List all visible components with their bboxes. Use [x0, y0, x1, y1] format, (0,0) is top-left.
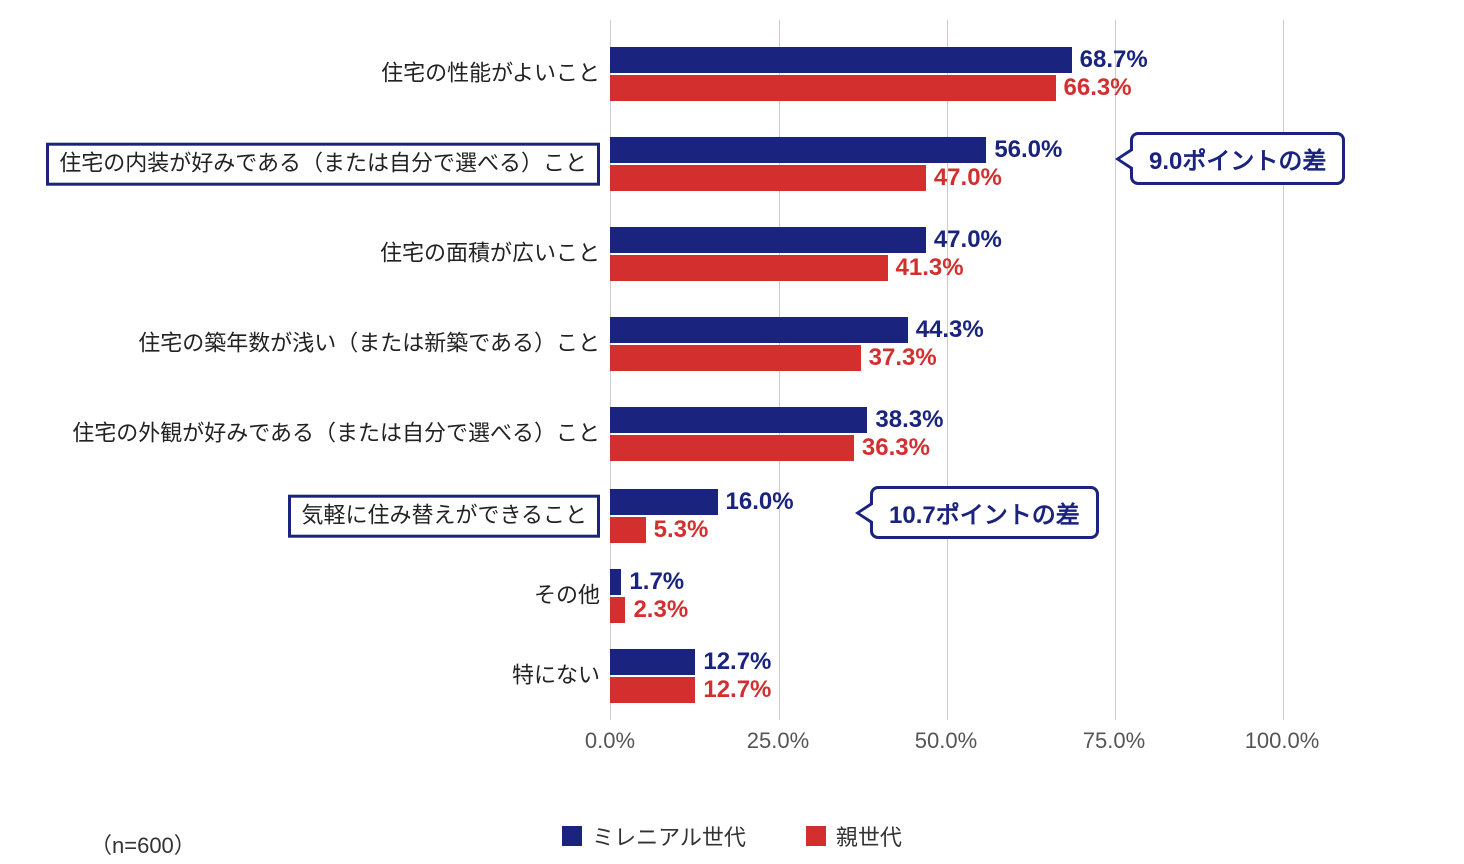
value-label-millennial: 68.7%	[1080, 46, 1148, 74]
value-label-millennial: 44.3%	[916, 316, 984, 344]
bar-parent	[610, 165, 926, 191]
legend: ミレニアル世代 親世代	[0, 820, 1464, 852]
value-label-parent: 41.3%	[896, 254, 964, 282]
chart-page: 0.0% 25.0% 50.0% 75.0% 100.0% 住宅の性能がよいこと 68.7%…	[0, 0, 1464, 864]
legend-item-millennial: ミレニアル世代	[562, 820, 746, 852]
x-tick-label: 100.0%	[1232, 728, 1332, 754]
category-label: 住宅の外観が好みである（または自分で選べる）こと	[72, 420, 600, 449]
value-label-millennial: 12.7%	[703, 648, 771, 676]
bar-parent	[610, 255, 888, 281]
bar-millennial	[610, 569, 621, 595]
bar-parent	[610, 435, 854, 461]
category-label: 特にない	[512, 662, 600, 691]
value-label-parent: 47.0%	[934, 164, 1002, 192]
category-row: 住宅の築年数が浅い（または新築である）こと 44.3%37.3%	[0, 300, 1464, 388]
difference-callout: 9.0ポイントの差	[1130, 132, 1345, 185]
value-label-millennial: 56.0%	[994, 136, 1062, 164]
bar-parent	[610, 597, 625, 623]
category-label-highlighted: 気軽に住み替えができること	[288, 495, 600, 538]
value-label-parent: 2.3%	[633, 596, 688, 624]
legend-item-parent: 親世代	[806, 820, 902, 852]
bar-parent	[610, 75, 1056, 101]
bar-millennial	[610, 649, 695, 675]
category-label: 住宅の築年数が浅い（または新築である）こと	[138, 330, 600, 359]
value-label-millennial: 47.0%	[934, 226, 1002, 254]
category-row: 住宅の性能がよいこと 68.7%66.3%	[0, 30, 1464, 118]
bar-parent	[610, 517, 646, 543]
difference-callout: 10.7ポイントの差	[870, 486, 1099, 539]
x-tick-label: 75.0%	[1064, 728, 1164, 754]
x-tick-label: 50.0%	[896, 728, 996, 754]
bar-millennial	[610, 227, 926, 253]
category-row: 住宅の面積が広いこと 47.0%41.3%	[0, 210, 1464, 298]
bar-parent	[610, 345, 861, 371]
legend-swatch-parent	[806, 826, 826, 846]
legend-label-parent: 親世代	[836, 820, 902, 852]
category-label: 住宅の性能がよいこと	[381, 60, 600, 89]
category-row: 住宅の外観が好みである（または自分で選べる）こと 38.3%36.3%	[0, 390, 1464, 478]
category-label-highlighted: 住宅の内装が好みである（または自分で選べる）こと	[46, 143, 600, 186]
x-tick-label: 25.0%	[728, 728, 828, 754]
bar-millennial	[610, 47, 1072, 73]
bar-millennial	[610, 317, 908, 343]
bar-millennial	[610, 489, 718, 515]
category-label: 住宅の面積が広いこと	[380, 240, 600, 269]
legend-label-millennial: ミレニアル世代	[592, 820, 746, 852]
bar-millennial	[610, 137, 986, 163]
category-row: その他 1.7%2.3%	[0, 560, 1464, 632]
value-label-parent: 36.3%	[862, 434, 930, 462]
category-row: 気軽に住み替えができること 16.0% 5.3%	[0, 480, 1464, 552]
category-label: その他	[534, 582, 600, 611]
x-tick-label: 0.0%	[560, 728, 660, 754]
legend-swatch-millennial	[562, 826, 582, 846]
category-row: 特にない 12.7%12.7%	[0, 640, 1464, 712]
value-label-millennial: 1.7%	[629, 568, 684, 596]
value-label-parent: 37.3%	[869, 344, 937, 372]
chart-area: 0.0% 25.0% 50.0% 75.0% 100.0% 住宅の性能がよいこと 68.7%…	[0, 0, 1464, 760]
bar-millennial	[610, 407, 867, 433]
value-label-parent: 5.3%	[654, 516, 709, 544]
value-label-millennial: 38.3%	[875, 406, 943, 434]
value-label-parent: 66.3%	[1064, 74, 1132, 102]
value-label-millennial: 16.0%	[726, 488, 794, 516]
value-label-parent: 12.7%	[703, 676, 771, 704]
bar-parent	[610, 677, 695, 703]
sample-size-note: （n=600）	[90, 828, 196, 860]
